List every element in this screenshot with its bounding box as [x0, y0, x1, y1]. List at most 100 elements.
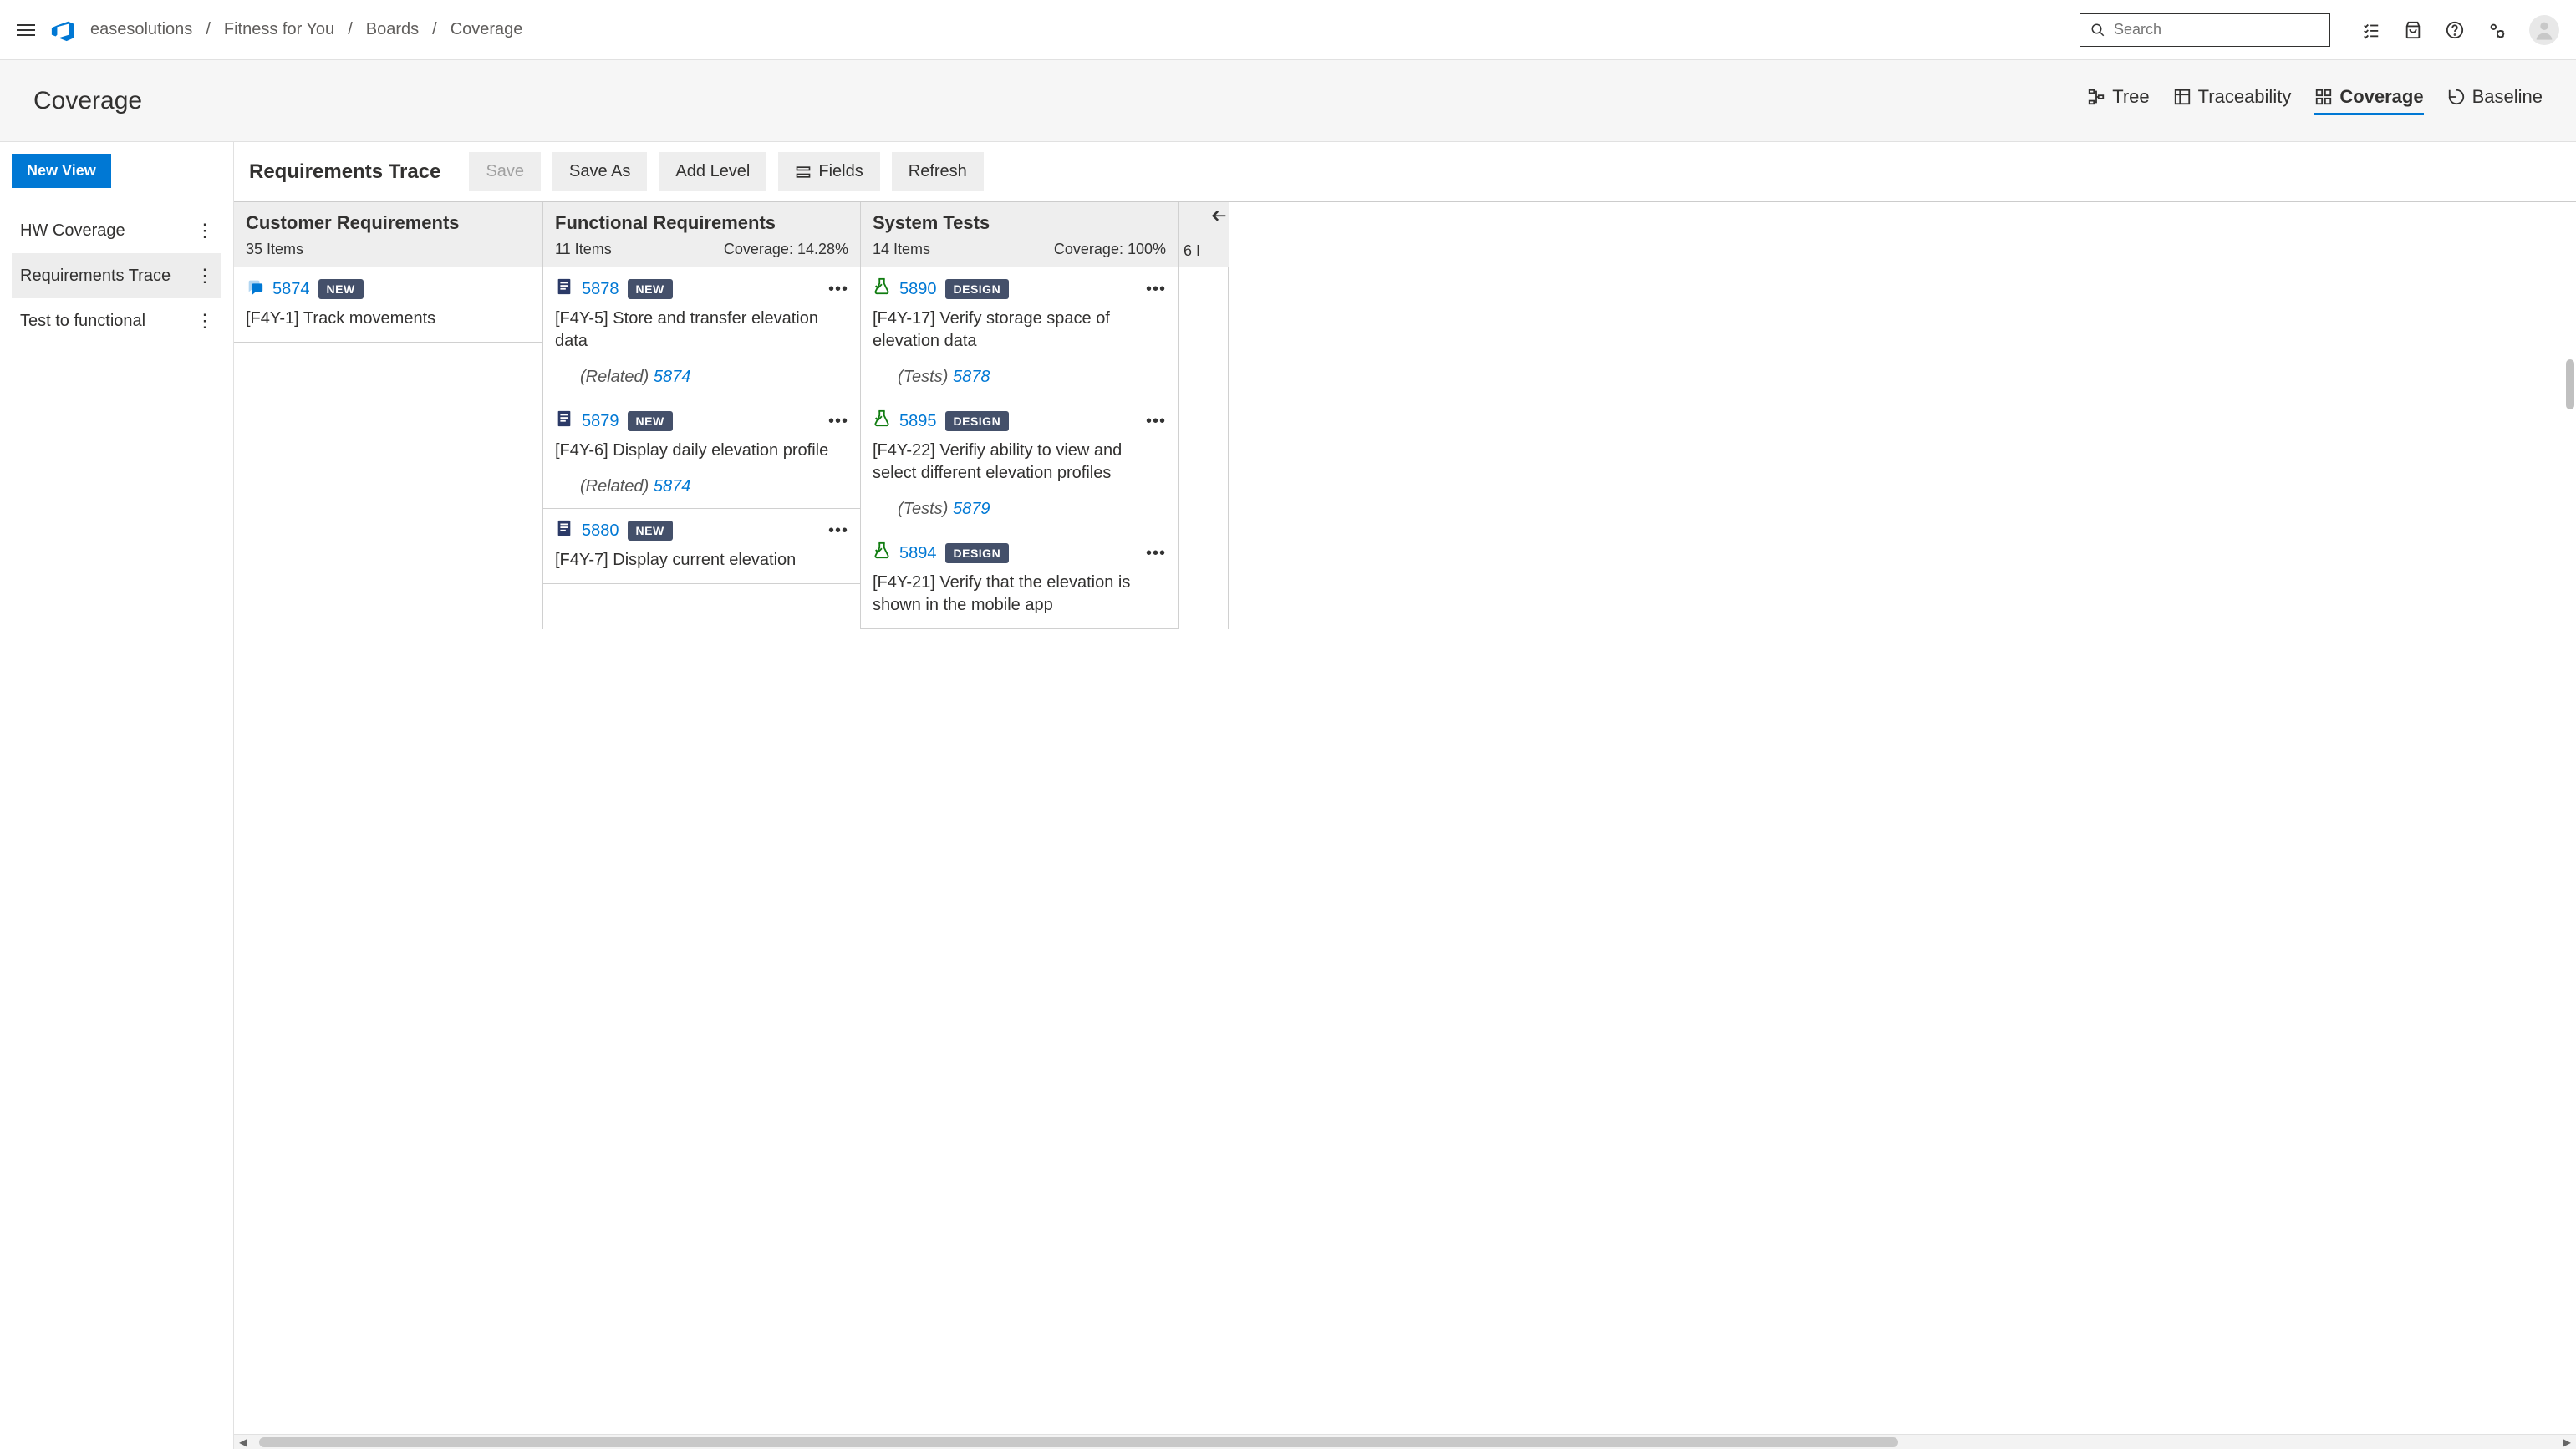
card-more-icon[interactable]: •••	[1146, 280, 1166, 299]
card-more-icon[interactable]: •••	[828, 412, 848, 431]
back-arrow-icon[interactable]	[1210, 209, 1229, 227]
work-item-type-icon	[555, 277, 573, 301]
work-item-card[interactable]: 5878 NEW ••• [F4Y-5] Store and transfer ele…	[543, 267, 860, 399]
work-item-card[interactable]: 5895DESIGN•••[F4Y-22] Verifiy ability to…	[861, 399, 1178, 531]
column-title: Customer Requirements	[246, 212, 531, 234]
tab-label: Coverage	[2339, 86, 2423, 108]
sidebar-item-requirements-trace[interactable]: Requirements Trace ⋮	[12, 253, 221, 298]
scroll-right-icon[interactable]: ▶	[2563, 1436, 2571, 1448]
column-items-count: 11 Items	[555, 241, 612, 258]
work-item-id-link[interactable]: 5895	[899, 412, 937, 431]
work-item-type-icon	[873, 541, 891, 565]
save-as-button[interactable]: Save As	[552, 152, 647, 191]
work-item-card[interactable]: 5890DESIGN•••[F4Y-17] Verify storage spa…	[861, 267, 1178, 399]
column-items-count: 14 Items	[873, 241, 930, 258]
horizontal-scrollbar[interactable]: ◀ ▶	[234, 1434, 2576, 1449]
work-item-id-link[interactable]: 5879	[582, 412, 619, 431]
column-body: 5874NEW[F4Y-1] Track movements	[234, 267, 543, 629]
work-item-card[interactable]: 5874NEW[F4Y-1] Track movements	[234, 267, 542, 343]
work-item-type-icon	[246, 277, 264, 301]
column-body: 5890 DESIGN ••• [F4Y-17] Verify storage spa…	[861, 267, 1179, 629]
tab-tree[interactable]: Tree	[2087, 86, 2149, 115]
related-id-link[interactable]: 5874	[654, 477, 691, 496]
card-related: (Tests) 5879	[873, 500, 1166, 519]
save-button[interactable]: Save	[469, 152, 541, 191]
work-item-type-icon	[873, 277, 891, 301]
state-badge: NEW	[628, 521, 673, 541]
column-items-count: 6 I	[1184, 242, 1224, 260]
help-icon[interactable]	[2446, 21, 2464, 39]
column-body-partial	[1179, 267, 1229, 629]
work-item-id-link[interactable]: 5880	[582, 521, 619, 541]
card-related: (Related) 5874	[555, 368, 848, 387]
tab-label: Tree	[2112, 86, 2149, 108]
work-item-card[interactable]: 5880NEW•••[F4Y-7] Display current elevat…	[543, 509, 860, 584]
card-related: (Related) 5874	[555, 477, 848, 496]
work-item-title: [F4Y-6] Display daily elevation profile	[555, 440, 848, 462]
search-icon	[2090, 23, 2105, 38]
fields-button[interactable]: Fields	[778, 152, 879, 191]
tab-traceability[interactable]: Traceability	[2173, 86, 2292, 115]
state-badge: DESIGN	[945, 411, 1010, 431]
breadcrumb-item[interactable]: easesolutions	[90, 20, 192, 39]
sidebar-item-hw-coverage[interactable]: HW Coverage ⋮	[12, 208, 221, 253]
shopping-bag-icon[interactable]	[2404, 21, 2422, 39]
sidebar-item-test-to-functional[interactable]: Test to functional ⋮	[12, 298, 221, 343]
new-view-button[interactable]: New View	[12, 154, 111, 188]
breadcrumb: easesolutions / Fitness for You / Boards…	[90, 20, 522, 39]
work-item-id-link[interactable]: 5890	[899, 280, 937, 299]
tab-baseline[interactable]: Baseline	[2447, 86, 2543, 115]
work-item-type-icon	[873, 409, 891, 433]
related-label: (Related)	[580, 368, 649, 386]
related-id-link[interactable]: 5878	[953, 368, 990, 386]
state-badge: NEW	[628, 279, 673, 299]
sidebar-item-label: Test to functional	[20, 312, 145, 331]
refresh-button[interactable]: Refresh	[892, 152, 984, 191]
work-item-id-link[interactable]: 5878	[582, 280, 619, 299]
column-header: Customer Requirements35 Items	[234, 202, 543, 267]
work-item-id-link[interactable]: 5874	[272, 280, 310, 299]
more-icon[interactable]: ⋮	[196, 220, 213, 242]
scroll-left-icon[interactable]: ◀	[239, 1436, 247, 1448]
more-icon[interactable]: ⋮	[196, 310, 213, 332]
sidebar-item-label: HW Coverage	[20, 221, 125, 241]
fields-icon	[795, 164, 812, 180]
more-icon[interactable]: ⋮	[196, 265, 213, 287]
work-item-card[interactable]: 5894DESIGN•••[F4Y-21] Verify that the el…	[861, 531, 1178, 629]
card-more-icon[interactable]: •••	[828, 280, 848, 299]
card-related: (Tests) 5878	[873, 368, 1166, 387]
breadcrumb-item[interactable]: Boards	[366, 20, 419, 39]
add-level-button[interactable]: Add Level	[659, 152, 766, 191]
scroll-thumb[interactable]	[259, 1437, 1898, 1447]
column-header-partial: 6 I	[1179, 202, 1229, 267]
breadcrumb-item[interactable]: Coverage	[451, 20, 523, 39]
work-item-title: [F4Y-5] Store and transfer elevation dat…	[555, 308, 848, 353]
related-label: (Tests)	[898, 368, 948, 386]
tab-label: Baseline	[2472, 86, 2543, 108]
user-avatar[interactable]	[2529, 15, 2559, 45]
card-more-icon[interactable]: •••	[1146, 544, 1166, 563]
card-more-icon[interactable]: •••	[828, 521, 848, 541]
search-box[interactable]	[2080, 13, 2330, 47]
trace-grid: Customer Requirements35 Items Functional …	[234, 201, 2576, 1434]
column-title: Functional Requirements	[555, 212, 848, 234]
work-item-card[interactable]: 5879NEW•••[F4Y-6] Display daily elevatio…	[543, 399, 860, 509]
vertical-scrollbar[interactable]	[2566, 359, 2574, 409]
breadcrumb-item[interactable]: Fitness for You	[224, 20, 334, 39]
sidebar: New View HW Coverage ⋮ Requirements Trac…	[0, 142, 234, 1449]
state-badge: NEW	[318, 279, 364, 299]
sidebar-item-label: Requirements Trace	[20, 267, 171, 286]
card-more-icon[interactable]: •••	[1146, 412, 1166, 431]
topbar: easesolutions / Fitness for You / Boards…	[0, 0, 2576, 60]
hamburger-icon[interactable]	[17, 24, 35, 36]
tab-coverage[interactable]: Coverage	[2314, 86, 2423, 115]
related-id-link[interactable]: 5879	[953, 500, 990, 518]
main: Requirements Trace Save Save As Add Leve…	[234, 142, 2576, 1449]
checklist-icon[interactable]	[2362, 21, 2380, 39]
related-id-link[interactable]: 5874	[654, 368, 691, 386]
search-input[interactable]	[2114, 21, 2319, 38]
work-item-title: [F4Y-17] Verify storage space of elevati…	[873, 308, 1166, 353]
work-item-id-link[interactable]: 5894	[899, 544, 937, 563]
azure-devops-logo[interactable]	[50, 18, 75, 43]
settings-gear-icon[interactable]	[2487, 21, 2506, 39]
